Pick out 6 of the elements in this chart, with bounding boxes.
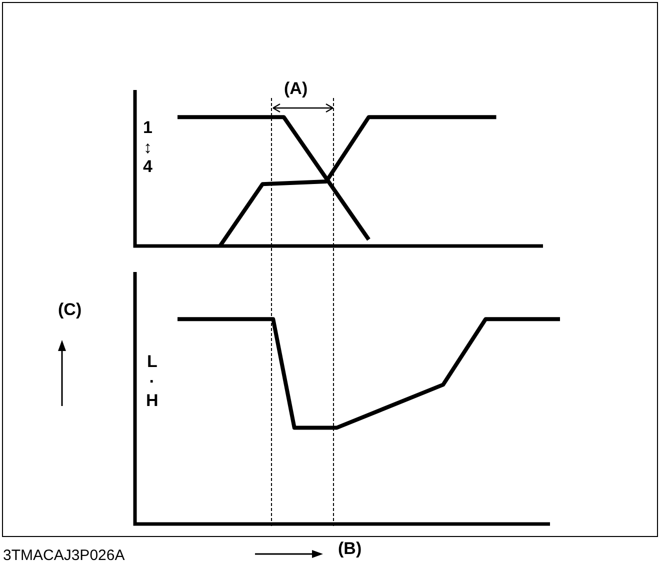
text: 3TMACAJ3P026A (3, 547, 125, 564)
text: (A) (284, 79, 308, 98)
y-axis-title: 1↕4 (143, 118, 152, 177)
y-axis-title: L·H (146, 352, 158, 411)
x-axis-title: (B) (338, 539, 362, 558)
text: (C) (58, 300, 82, 319)
